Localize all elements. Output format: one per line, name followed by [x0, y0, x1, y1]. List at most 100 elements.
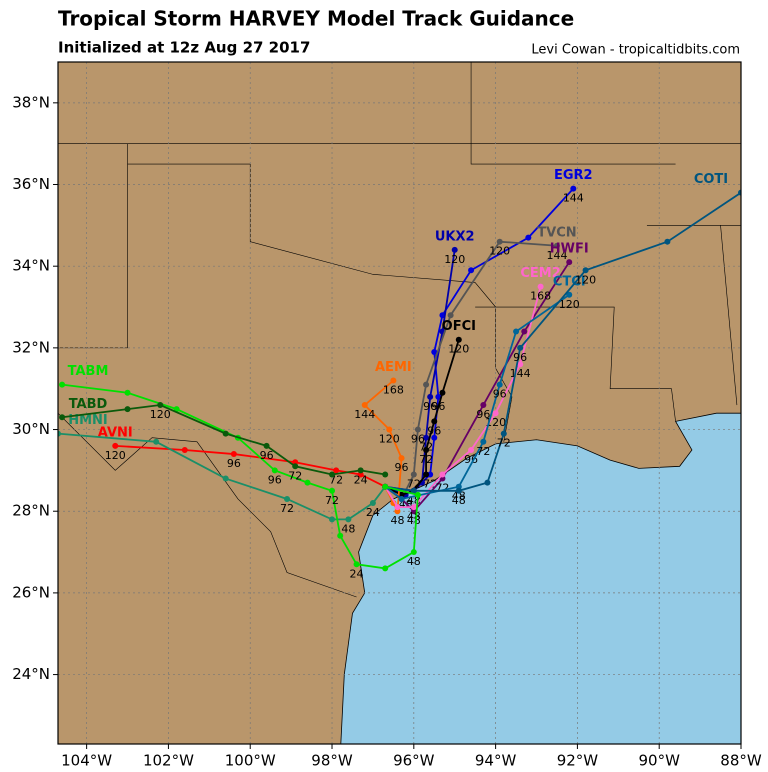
- track-point: [521, 328, 528, 335]
- track-point: [345, 516, 352, 523]
- track-point: [570, 185, 577, 192]
- track-point: [423, 446, 430, 453]
- track-point: [124, 389, 131, 396]
- track-point: [513, 328, 520, 335]
- track-point: [157, 402, 164, 409]
- track-name: HMNI: [68, 413, 108, 428]
- track-point: [537, 283, 544, 290]
- y-tick-label: 30°N: [12, 420, 50, 438]
- track-point: [271, 467, 278, 474]
- track-point: [329, 487, 336, 494]
- hour-label: 72: [419, 453, 433, 466]
- track-point: [124, 406, 131, 413]
- track-point: [496, 238, 503, 245]
- track-point: [439, 471, 446, 478]
- track-point: [59, 414, 66, 421]
- track-point: [292, 463, 299, 470]
- track-point: [423, 381, 430, 388]
- subtitle: Initialized at 12z Aug 27 2017: [58, 39, 310, 57]
- hour-label: 120: [448, 343, 469, 356]
- x-tick-label: 100°W: [225, 752, 276, 769]
- hour-label: 168: [530, 290, 551, 303]
- state-border: [58, 412, 357, 598]
- track-point: [435, 393, 442, 400]
- hour-label: 48: [341, 522, 355, 535]
- track-point: [439, 389, 446, 396]
- hour-label: 72: [325, 494, 339, 507]
- track-point: [382, 565, 389, 572]
- track-point: [304, 479, 311, 486]
- track-name: EGR2: [554, 168, 593, 183]
- track-name: CTCI: [553, 274, 586, 289]
- x-tick-label: 104°W: [61, 752, 112, 769]
- hour-label: 168: [383, 384, 404, 397]
- hour-label: 96: [423, 400, 437, 413]
- track-point: [410, 487, 417, 494]
- track-point: [455, 336, 462, 343]
- track-point: [263, 442, 270, 449]
- track-point: [480, 438, 487, 445]
- track-point: [468, 446, 475, 453]
- state-border: [720, 225, 738, 406]
- hour-label: 72: [288, 469, 302, 482]
- track-point: [517, 361, 524, 368]
- track-point: [423, 434, 430, 441]
- track-name: HWFI: [550, 242, 589, 257]
- track-point: [423, 471, 430, 478]
- track-point: [496, 381, 503, 388]
- track-point: [738, 189, 741, 196]
- hour-label: 120: [575, 273, 596, 286]
- x-tick-label: 88°W: [720, 752, 762, 769]
- hour-label: 24: [350, 567, 364, 580]
- hour-label: 120: [489, 245, 510, 258]
- track-name: OFCI: [442, 319, 476, 334]
- track-point: [427, 393, 434, 400]
- title: Tropical Storm HARVEY Model Track Guidan…: [58, 7, 574, 31]
- y-tick-label: 28°N: [12, 502, 50, 520]
- hour-label: 144: [510, 367, 531, 380]
- track-point: [181, 446, 188, 453]
- y-tick-label: 26°N: [12, 583, 50, 601]
- y-tick-label: 38°N: [12, 93, 50, 111]
- hour-label: 48: [452, 490, 466, 503]
- track-point: [484, 479, 491, 486]
- track-point: [369, 500, 376, 507]
- hour-label: 96: [476, 408, 490, 421]
- y-tick-label: 32°N: [12, 338, 50, 356]
- track-point: [431, 434, 438, 441]
- track-name: CEM2: [520, 266, 560, 281]
- track-point: [398, 455, 405, 462]
- track-point: [382, 483, 389, 490]
- track-point: [410, 471, 417, 478]
- state-border: [475, 306, 676, 422]
- hour-label: 96: [513, 351, 527, 364]
- hour-label: 48: [452, 494, 466, 507]
- hour-label: 24: [366, 506, 380, 519]
- hour-label: 96: [395, 461, 409, 474]
- y-tick-label: 24°N: [12, 665, 50, 683]
- track-point: [480, 402, 487, 409]
- track-point: [361, 402, 368, 409]
- track-point: [230, 451, 237, 458]
- track-point: [353, 561, 360, 568]
- state-border: [58, 143, 128, 349]
- track-point: [357, 467, 364, 474]
- track-point: [386, 426, 393, 433]
- hour-label: 144: [563, 192, 584, 205]
- track-point: [333, 467, 340, 474]
- track-point: [414, 491, 421, 498]
- track-name: AEMI: [375, 360, 412, 375]
- track-point: [59, 381, 66, 388]
- hour-label: 120: [559, 298, 580, 311]
- track-point: [58, 430, 61, 437]
- hour-label: 48: [407, 555, 421, 568]
- x-tick-label: 92°W: [557, 752, 599, 769]
- hour-label: 72: [280, 502, 294, 515]
- track-name: UKX2: [435, 229, 475, 244]
- track-name: COTI: [694, 172, 728, 187]
- track-point: [582, 267, 589, 274]
- x-tick-label: 94°W: [475, 752, 517, 769]
- track-point: [414, 426, 421, 433]
- track-point: [566, 291, 573, 298]
